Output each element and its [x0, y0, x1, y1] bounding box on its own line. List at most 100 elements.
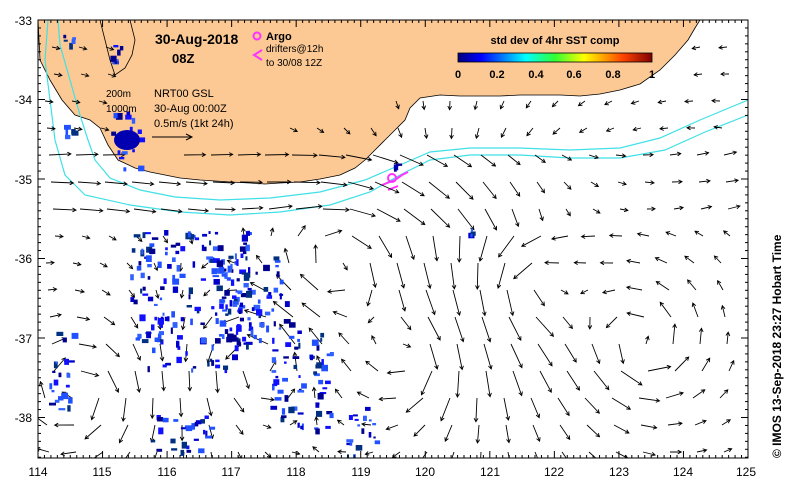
current-arrow	[75, 152, 99, 157]
current-arrow	[608, 233, 623, 238]
current-arrow	[532, 424, 541, 443]
sst-patch	[193, 438, 199, 441]
current-arrow	[364, 451, 374, 456]
current-arrow	[423, 127, 429, 140]
sst-patch	[326, 411, 333, 415]
sst-patch	[205, 435, 213, 439]
sst-patch	[222, 268, 227, 272]
scale-arrow	[152, 133, 194, 141]
sst-patch	[240, 293, 248, 298]
current-arrow	[665, 391, 685, 399]
current-arrow	[513, 262, 533, 280]
current-arrow	[642, 451, 657, 457]
current-arrow	[356, 391, 370, 399]
current-arrow	[313, 244, 318, 264]
sst-patch	[316, 362, 322, 369]
current-arrow	[717, 279, 724, 291]
current-arrow	[684, 99, 694, 104]
sst-patch	[58, 408, 66, 411]
sst-patch	[71, 130, 79, 136]
current-arrow	[210, 152, 234, 157]
sst-patch	[232, 354, 238, 361]
sst-patch	[114, 130, 140, 150]
current-arrow	[203, 289, 211, 297]
sst-patch	[151, 237, 159, 240]
sst-patch	[172, 322, 178, 328]
sst-patch	[297, 338, 300, 342]
sst-patch	[68, 360, 75, 363]
current-arrow	[727, 204, 741, 210]
current-arrow	[578, 127, 588, 133]
current-arrow	[512, 370, 523, 397]
sst-patch	[67, 405, 71, 412]
sst-patch	[131, 117, 136, 124]
current-arrow	[500, 127, 507, 139]
sst-patch	[132, 149, 135, 153]
sst-patch	[113, 45, 119, 48]
current-arrow	[592, 208, 601, 214]
sst-patch	[284, 361, 287, 364]
current-arrow	[719, 389, 729, 399]
sst-patch	[230, 279, 235, 286]
current-arrow	[563, 181, 572, 190]
current-arrow	[611, 397, 632, 410]
sst-patch	[58, 396, 64, 401]
sst-patch	[243, 272, 251, 278]
current-arrow	[451, 451, 455, 458]
sst-patch	[195, 420, 202, 425]
current-arrow	[725, 178, 740, 183]
sst-patch	[172, 278, 180, 285]
sst-patch	[186, 445, 190, 450]
current-arrow	[295, 204, 323, 210]
current-arrow	[455, 181, 474, 200]
current-arrow	[78, 46, 88, 51]
current-arrow	[505, 424, 511, 444]
sst-patch	[142, 286, 146, 291]
map-time: 08Z	[172, 51, 194, 66]
sst-patch	[257, 299, 261, 304]
sst-patch	[172, 257, 176, 262]
current-arrow	[105, 343, 120, 358]
current-arrow	[696, 448, 708, 453]
current-arrow	[482, 181, 497, 200]
sst-patch	[298, 342, 301, 349]
sst-patch	[187, 231, 191, 238]
sst-patch	[280, 417, 285, 423]
sst-patch	[232, 300, 239, 305]
current-arrow	[283, 247, 290, 264]
lat-tick-label: -38	[15, 411, 33, 425]
sst-patch	[245, 256, 248, 261]
colorbar-tick: 1	[649, 69, 655, 81]
sst-patch	[325, 425, 331, 429]
sst-patch	[206, 256, 213, 260]
lat-tick-label: -36	[15, 252, 33, 266]
sst-patch	[171, 311, 175, 318]
current-arrow	[613, 424, 630, 434]
sst-patch	[123, 167, 127, 172]
current-arrow	[721, 419, 731, 426]
sst-patch	[243, 242, 247, 245]
sst-patch	[255, 271, 258, 275]
sst-patch	[272, 383, 278, 387]
sst-patch	[263, 287, 269, 292]
sst-patch	[221, 334, 225, 339]
lon-tick-label: 115	[92, 465, 111, 479]
current-arrow	[687, 279, 697, 291]
isobath-1000-label: 1000m	[106, 104, 137, 115]
sst-patch	[176, 356, 182, 364]
sst-patch	[130, 274, 134, 281]
sst-patch	[219, 320, 227, 327]
current-arrow	[51, 45, 61, 51]
sst-patch	[69, 42, 73, 50]
sst-patch	[239, 302, 244, 307]
current-arrow	[81, 235, 91, 240]
sst-patch	[325, 380, 331, 385]
current-arrow	[420, 370, 433, 396]
sst-patch	[56, 331, 64, 336]
sst-patch	[297, 390, 305, 393]
sst-patch	[316, 410, 323, 417]
sst-patch	[190, 318, 193, 326]
sst-patch	[176, 265, 181, 272]
current-arrow	[158, 181, 182, 187]
colorbar-tick: 0.6	[566, 69, 581, 81]
